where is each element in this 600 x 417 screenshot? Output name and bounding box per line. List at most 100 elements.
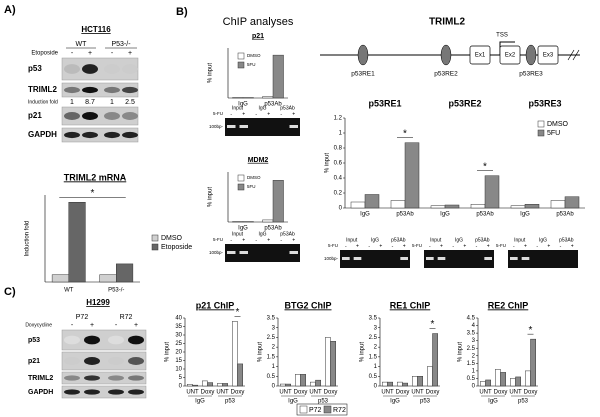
gel-lane-label: Input <box>430 237 442 243</box>
gel-band <box>239 125 248 128</box>
fu-sign: - <box>280 237 282 243</box>
group-label: IgG <box>288 399 298 405</box>
bar <box>295 374 301 387</box>
blot-label: p21 <box>28 358 40 365</box>
blot-band <box>82 131 98 139</box>
legend-label: 5FU <box>247 62 256 67</box>
x-tick-label: p53Ab <box>556 212 574 218</box>
x-tick-label: UNT <box>411 390 424 396</box>
gel-marker: 100bp- <box>324 256 339 261</box>
y-axis-label: % input <box>208 187 214 207</box>
fu-label: 5-FU <box>496 243 506 248</box>
blot-band <box>64 131 80 139</box>
fu-sign: - <box>280 111 282 117</box>
induction-value: 2.5 <box>125 99 135 106</box>
bar <box>285 383 291 387</box>
x-tick-label: Doxy <box>201 390 215 396</box>
panel-label: C) <box>4 286 16 298</box>
fu-sign: + <box>242 237 245 243</box>
y-tick-label: 2.5 <box>267 335 276 341</box>
blot-label: GAPDH <box>28 130 57 139</box>
gel-marker: 100bp- <box>209 250 224 255</box>
treatment-sign: + <box>90 322 94 329</box>
bar <box>524 204 540 209</box>
y-tick-label: 3 <box>472 338 476 344</box>
fu-label: 5-FU <box>213 237 223 242</box>
x-tick-label: Doxy <box>396 390 410 396</box>
fu-sign: - <box>513 243 515 249</box>
legend-swatch <box>151 234 159 242</box>
group-label: IgG <box>195 399 205 405</box>
fu-label: 5-FU <box>412 243 422 248</box>
legend-swatch <box>237 174 245 182</box>
blot-band <box>104 86 120 94</box>
fu-sign: + <box>242 111 245 117</box>
bar <box>430 205 446 209</box>
bar <box>515 376 521 387</box>
y-tick-label: 2 <box>272 345 276 351</box>
legend-label: DMSO <box>547 121 569 128</box>
y-axis-label: % input <box>360 342 366 362</box>
fu-sign: + <box>292 237 295 243</box>
bar <box>350 201 366 209</box>
chart-title: TRIML2 mRNA <box>64 172 127 182</box>
blot-band <box>128 389 144 395</box>
gel-lane-label: p53Ab <box>475 237 490 243</box>
blot <box>61 371 147 385</box>
x-tick-label: IgG <box>440 212 450 218</box>
significance-mark: * <box>91 188 95 199</box>
bar <box>444 204 460 209</box>
gel-lane-label: IgG <box>258 231 266 237</box>
y-tick-label: 0 <box>339 206 343 212</box>
x-tick-label: UNT <box>381 390 394 396</box>
chart-title: RE1 ChIP <box>390 300 431 310</box>
x-tick-label: Doxy <box>524 390 538 396</box>
treatment-label: Doxycycline <box>25 322 52 328</box>
section-title: TRIML2 <box>429 17 466 28</box>
y-tick-label: 30 <box>175 333 182 339</box>
fu-sign: + <box>487 243 490 249</box>
bar <box>310 381 316 387</box>
blot-band <box>82 64 98 74</box>
legend-swatch <box>237 183 245 191</box>
y-tick-label: 1.5 <box>467 361 476 367</box>
fu-sign: - <box>230 111 232 117</box>
group-title: p53RE3 <box>528 98 561 108</box>
y-tick-label: 1.2 <box>334 116 343 122</box>
blot-band <box>108 389 124 395</box>
blot-band <box>104 131 120 139</box>
blot-band <box>128 335 144 345</box>
gel-lane-label: Input <box>346 237 358 243</box>
re-element <box>525 44 537 66</box>
blot <box>61 329 147 351</box>
y-tick-label: 3 <box>374 325 378 331</box>
gel-band <box>510 257 518 260</box>
y-axis-label: % input <box>458 342 464 362</box>
bar <box>564 196 580 209</box>
fu-sign: + <box>267 237 270 243</box>
bar <box>187 384 193 387</box>
blot-label: p53 <box>28 64 42 73</box>
gel-marker: 100bp- <box>209 124 224 129</box>
x-tick-label: p53Ab <box>476 212 494 218</box>
bar <box>390 200 406 209</box>
induction-value: 1 <box>70 99 74 106</box>
blot-label: TRIML2 <box>28 85 57 94</box>
y-axis-label: % input <box>165 342 171 362</box>
bar <box>480 381 486 387</box>
blot-band <box>84 357 100 365</box>
y-tick-label: 1.5 <box>369 354 378 360</box>
y-tick-label: 2.5 <box>369 335 378 341</box>
gel-band <box>400 257 408 260</box>
x-tick-label: UNT <box>479 390 492 396</box>
blot-band <box>84 389 100 395</box>
induction-value: 8.7 <box>85 99 95 106</box>
y-axis-label: % input <box>258 342 264 362</box>
y-tick-label: 0.8 <box>334 146 343 152</box>
fu-sign: + <box>379 243 382 249</box>
significance-mark: * <box>403 128 407 139</box>
y-tick-label: 0 <box>472 384 476 390</box>
blot-band <box>64 112 80 120</box>
exon-label: Ex1 <box>475 53 486 59</box>
bar <box>330 341 336 387</box>
